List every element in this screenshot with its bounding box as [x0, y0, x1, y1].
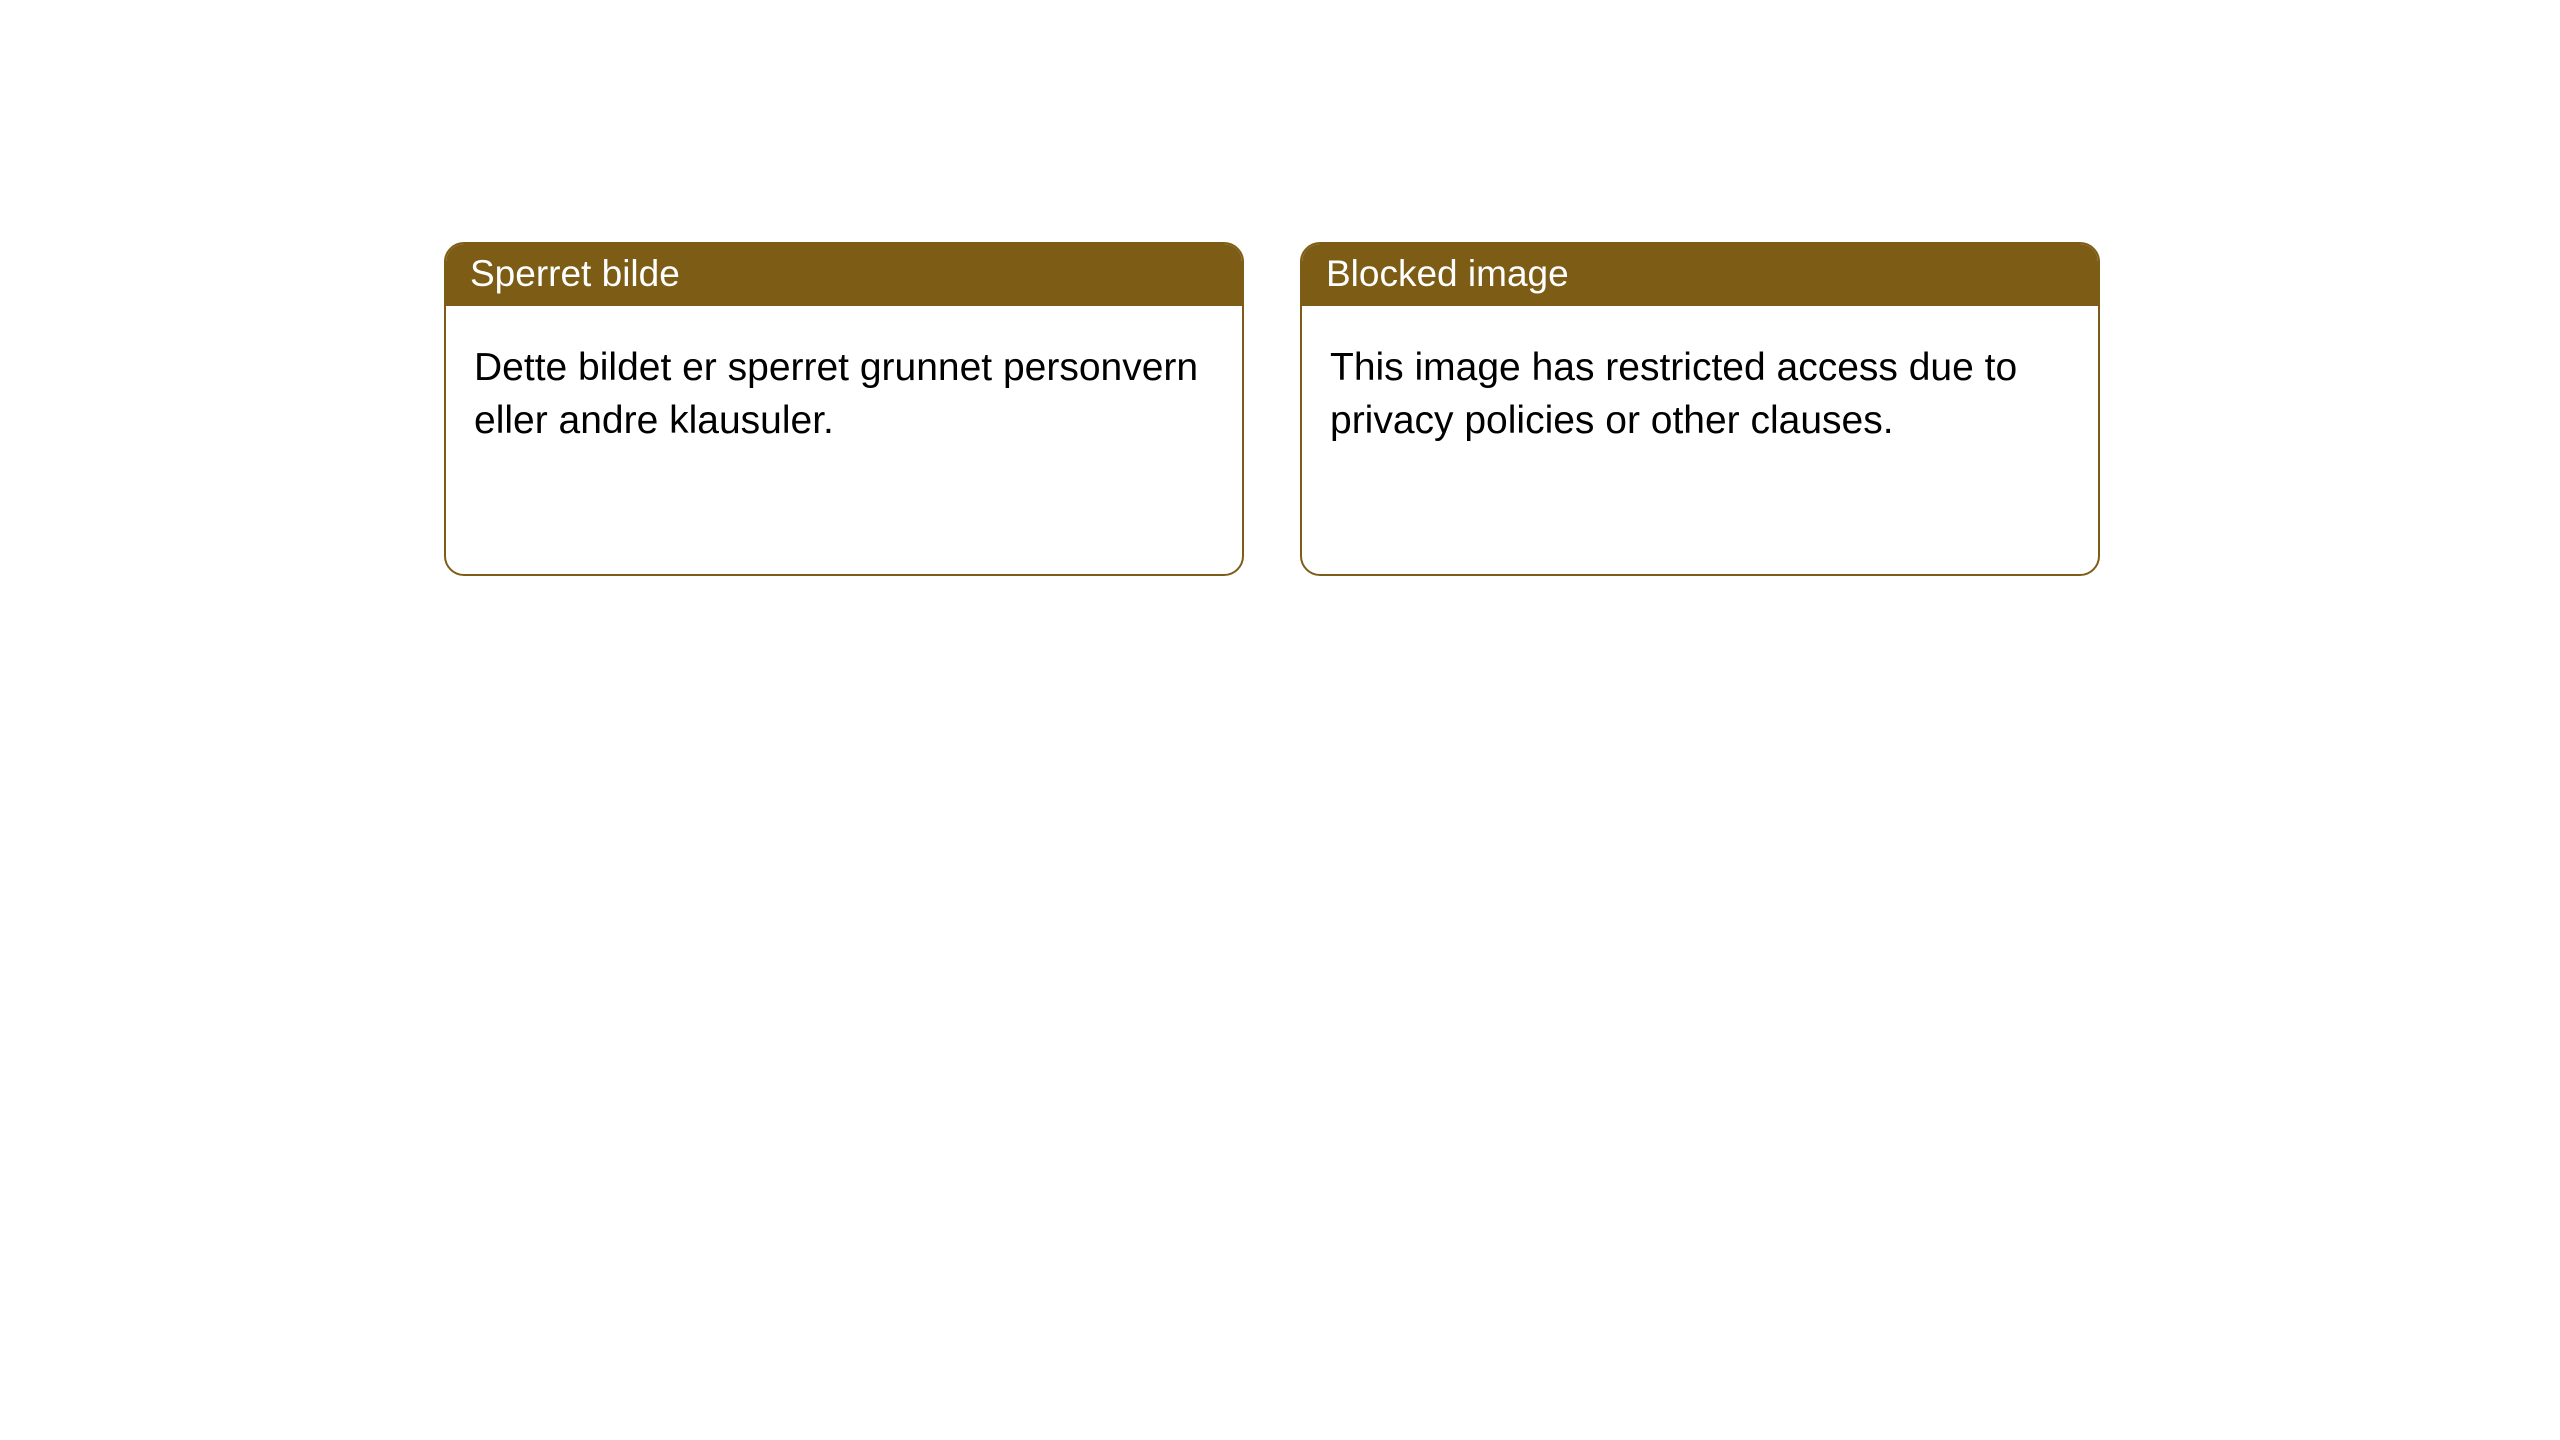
- notice-title: Sperret bilde: [446, 244, 1242, 306]
- notice-body: Dette bildet er sperret grunnet personve…: [446, 306, 1242, 475]
- notice-container: Sperret bilde Dette bildet er sperret gr…: [444, 242, 2100, 576]
- notice-body: This image has restricted access due to …: [1302, 306, 2098, 475]
- notice-box-norwegian: Sperret bilde Dette bildet er sperret gr…: [444, 242, 1244, 576]
- notice-box-english: Blocked image This image has restricted …: [1300, 242, 2100, 576]
- notice-title: Blocked image: [1302, 244, 2098, 306]
